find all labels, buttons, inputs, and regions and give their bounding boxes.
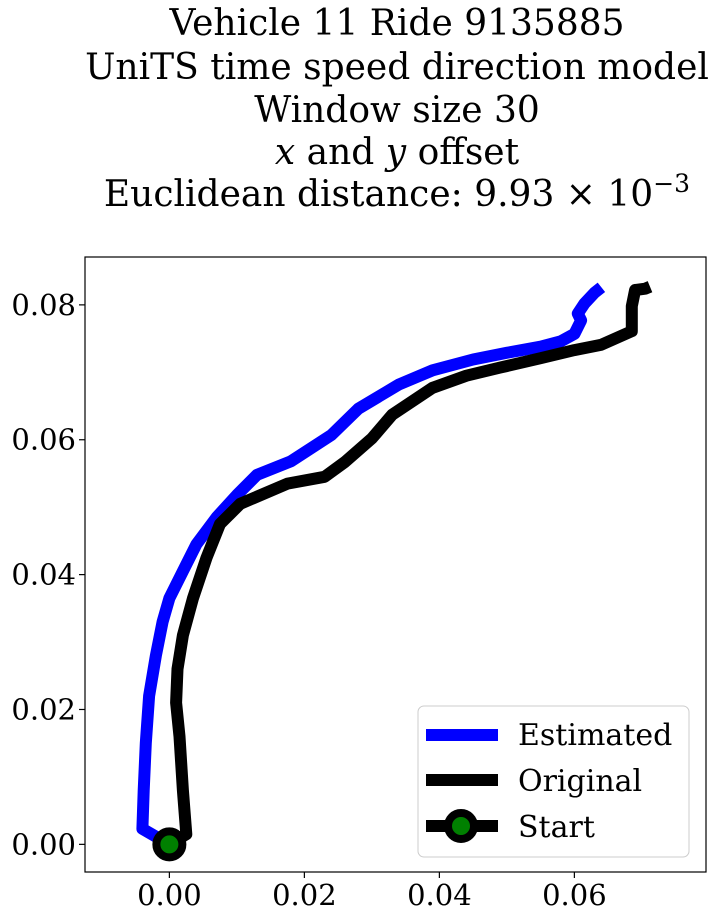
title-offset: offset: [406, 132, 519, 173]
y-axis: 0.00 0.02 0.04 0.06 0.08: [11, 288, 85, 861]
start-marker: [152, 827, 187, 862]
title-line-4: x and y offset: [275, 132, 520, 173]
y-tick-label: 0.04: [11, 558, 76, 592]
legend-start-label: Start: [518, 810, 595, 845]
x-tick-label: 0.06: [542, 878, 607, 912]
y-tick-label: 0.08: [11, 288, 76, 322]
title-exponent: −3: [653, 169, 690, 198]
title-y-var: y: [384, 132, 407, 173]
x-tick-label: 0.00: [137, 878, 202, 912]
title-x-var: x: [275, 132, 295, 173]
title-line-5: Euclidean distance: 9.93 × 10−3: [104, 169, 690, 215]
series-line-estimated: [136, 282, 606, 850]
title-line-3: Window size 30: [254, 90, 540, 131]
plot-lines: [136, 281, 653, 850]
chart-title: Vehicle 11 Ride 9135885 UniTS time speed…: [85, 3, 709, 215]
title-line-2: UniTS time speed direction model: [85, 47, 709, 88]
legend: Estimated Original Start: [417, 705, 690, 858]
x-tick-label: 0.04: [407, 878, 472, 912]
series-line-original: [166, 281, 653, 850]
x-tick-label: 0.02: [272, 878, 337, 912]
plot-frame: [84, 256, 707, 873]
start-point: [152, 827, 187, 862]
legend-box: [417, 705, 690, 858]
legend-original-label: Original: [518, 764, 642, 799]
legend-estimated-label: Estimated: [518, 718, 672, 753]
title-distance: Euclidean distance: 9.93 × 10: [104, 174, 653, 215]
y-tick-label: 0.06: [11, 423, 76, 457]
y-tick-label: 0.00: [11, 827, 76, 861]
x-axis: 0.00 0.02 0.04 0.06: [137, 872, 607, 912]
title-and: and: [295, 132, 386, 173]
y-tick-label: 0.02: [11, 692, 76, 726]
legend-start-marker: [444, 809, 478, 843]
title-line-1: Vehicle 11 Ride 9135885: [168, 3, 624, 44]
